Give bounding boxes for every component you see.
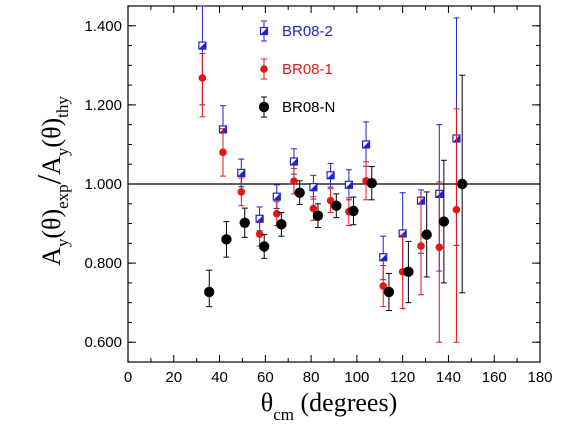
data-point xyxy=(435,243,444,252)
data-point xyxy=(309,204,318,213)
y-axis-title-a1: A xyxy=(37,247,66,266)
legend-marker xyxy=(259,26,269,36)
data-point-fill xyxy=(327,171,335,179)
data-point xyxy=(379,253,388,262)
data-point xyxy=(438,216,450,227)
data-point xyxy=(272,209,281,218)
data-point-fill xyxy=(345,181,353,189)
data-point xyxy=(361,140,371,149)
data-point xyxy=(312,210,324,221)
y-tick-label: 1.400 xyxy=(84,18,122,35)
axes: 0 20 40 60 80 100 120 140 160 180 0.600 0.800 1.000 1… xyxy=(84,5,553,386)
data-point-fill xyxy=(198,42,206,50)
data-point xyxy=(221,234,232,245)
y-axis-title-sub3: y xyxy=(53,147,72,156)
data-point xyxy=(383,286,395,298)
data-layer xyxy=(198,5,468,343)
y-axis-title-theta2: (θ) xyxy=(37,118,66,148)
data-point xyxy=(204,286,215,298)
data-point xyxy=(403,266,414,278)
data-point xyxy=(326,171,335,180)
data-point xyxy=(198,74,207,82)
x-tick-label: 20 xyxy=(165,369,182,386)
y-tick-label: 1.000 xyxy=(84,176,122,193)
legend-label: BR08-2 xyxy=(282,23,333,40)
legend-marker xyxy=(260,65,268,73)
x-tick-label: 60 xyxy=(257,369,274,386)
data-point xyxy=(198,41,207,50)
data-point xyxy=(331,200,342,211)
data-point xyxy=(344,180,353,189)
data-point xyxy=(239,217,250,228)
y-axis-title-slash: / xyxy=(31,174,68,184)
data-point xyxy=(348,205,359,217)
y-axis-title-sub2: exp xyxy=(53,184,72,209)
data-point xyxy=(289,157,299,166)
x-axis-title-sub: cm xyxy=(273,405,294,424)
data-point-fill xyxy=(273,193,281,201)
data-point-fill xyxy=(362,140,370,148)
data-point xyxy=(255,214,264,223)
data-point xyxy=(258,241,270,252)
y-axis-title: Ay(θ)exp/Ay(θ)thy xyxy=(31,96,72,266)
y-tick-label: 0.600 xyxy=(84,334,122,351)
data-point-fill xyxy=(379,253,387,261)
data-point-fill xyxy=(290,157,298,165)
x-tick-label: 140 xyxy=(436,369,461,386)
y-axis-title-a2: A xyxy=(37,156,66,175)
x-tick-label: 80 xyxy=(303,369,320,386)
x-tick-label: 120 xyxy=(390,369,415,386)
data-point-fill xyxy=(237,169,245,177)
y-axis-title-theta1: (θ) xyxy=(37,209,66,239)
x-tick-label: 0 xyxy=(124,369,132,386)
legend-label: BR08-1 xyxy=(282,61,333,78)
data-point xyxy=(255,230,264,239)
x-axis-title: θcm (degrees) xyxy=(261,388,397,424)
data-point-fill xyxy=(256,215,264,223)
data-point xyxy=(237,168,246,178)
x-axis-title-main: θ xyxy=(261,388,273,417)
y-tick-label: 1.200 xyxy=(84,97,122,114)
x-tick-label: 40 xyxy=(211,369,228,386)
x-axis-title-rest: (degrees) xyxy=(294,388,397,417)
data-point xyxy=(421,229,432,240)
data-point xyxy=(309,183,318,192)
data-point xyxy=(276,219,287,230)
legend-marker xyxy=(258,101,270,113)
y-axis-title-sub4: thy xyxy=(53,96,72,118)
series-BR08-1 xyxy=(198,52,461,343)
y-tick-label: 0.800 xyxy=(84,255,122,272)
x-tick-label: 100 xyxy=(344,369,369,386)
data-point xyxy=(294,187,305,198)
data-point xyxy=(366,178,377,189)
x-tick-label: 180 xyxy=(527,369,552,386)
y-axis-title-sub1: y xyxy=(53,238,72,247)
data-point xyxy=(290,177,298,186)
legend-label: BR08-N xyxy=(282,99,335,116)
legend-item-BR08-1: BR08-1 xyxy=(260,58,333,80)
data-point xyxy=(272,192,281,201)
x-tick-label: 160 xyxy=(482,369,507,386)
data-point-fill xyxy=(309,183,317,191)
data-point xyxy=(237,188,246,196)
data-point xyxy=(379,282,388,290)
data-point xyxy=(219,148,227,157)
data-point xyxy=(452,205,461,214)
legend-item-BR08-N: BR08-N xyxy=(258,96,335,118)
legend-item-BR08-2: BR08-2 xyxy=(259,20,333,42)
data-point xyxy=(417,242,425,250)
legend-marker-fill xyxy=(260,27,268,35)
series-BR08-N xyxy=(204,74,468,312)
legend: BR08-2 BR08-1 BR08-N xyxy=(258,20,335,118)
data-point xyxy=(456,178,468,190)
